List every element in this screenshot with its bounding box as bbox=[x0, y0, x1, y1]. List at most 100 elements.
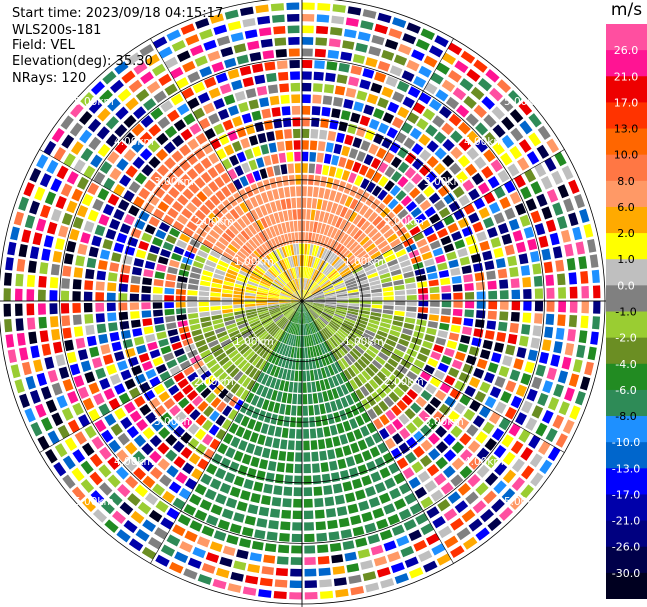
velocity-gate bbox=[333, 577, 347, 587]
velocity-gate bbox=[289, 580, 302, 588]
velocity-gate bbox=[443, 449, 457, 462]
velocity-gate bbox=[479, 349, 491, 360]
velocity-gate bbox=[173, 372, 185, 383]
velocity-gate bbox=[178, 397, 190, 409]
velocity-gate bbox=[164, 83, 178, 96]
velocity-gate bbox=[458, 138, 472, 152]
colorbar-bin bbox=[606, 389, 647, 417]
velocity-gate bbox=[406, 22, 421, 34]
velocity-gate bbox=[294, 151, 301, 162]
velocity-gate bbox=[163, 377, 175, 389]
velocity-gate bbox=[450, 267, 461, 276]
velocity-gate bbox=[367, 408, 378, 420]
velocity-gate bbox=[291, 267, 296, 279]
velocity-gate bbox=[193, 334, 205, 343]
velocity-gate bbox=[509, 369, 521, 382]
velocity-gate bbox=[270, 310, 282, 317]
velocity-gate bbox=[436, 62, 450, 75]
velocity-gate bbox=[449, 162, 462, 175]
velocity-gate bbox=[269, 288, 281, 294]
velocity-gate bbox=[302, 382, 307, 393]
velocity-gate bbox=[89, 453, 103, 468]
velocity-gate bbox=[454, 351, 466, 362]
velocity-gate bbox=[391, 170, 402, 183]
velocity-gate bbox=[493, 212, 505, 224]
velocity-gate bbox=[370, 82, 383, 94]
velocity-gate bbox=[534, 288, 544, 299]
velocity-gate bbox=[356, 342, 368, 351]
velocity-gate bbox=[362, 9, 377, 19]
velocity-gate bbox=[154, 324, 166, 333]
velocity-gate bbox=[290, 298, 302, 301]
velocity-gate bbox=[590, 331, 599, 345]
velocity-gate bbox=[365, 168, 376, 180]
velocity-gate bbox=[246, 313, 258, 319]
velocity-gate bbox=[438, 207, 451, 219]
velocity-gate bbox=[290, 82, 301, 92]
colorbar-tick-label: -26.0 bbox=[612, 541, 640, 554]
velocity-gate bbox=[474, 390, 487, 403]
velocity-gate bbox=[248, 239, 258, 250]
velocity-gate bbox=[118, 283, 128, 292]
velocity-gate bbox=[118, 392, 131, 405]
velocity-gate bbox=[511, 301, 521, 311]
velocity-gate bbox=[141, 310, 152, 318]
velocity-gate bbox=[333, 315, 344, 322]
velocity-gate bbox=[359, 79, 371, 90]
velocity-gate bbox=[282, 307, 293, 315]
velocity-gate bbox=[166, 359, 178, 369]
velocity-gate bbox=[208, 113, 220, 125]
velocity-gate bbox=[183, 113, 196, 126]
azimuth-spoke bbox=[39, 149, 303, 302]
velocity-gate bbox=[281, 368, 288, 380]
colorbar-bin bbox=[606, 180, 647, 208]
velocity-gate bbox=[462, 363, 474, 375]
velocity-gate bbox=[429, 286, 440, 294]
velocity-gate bbox=[262, 276, 273, 284]
velocity-gate bbox=[259, 332, 270, 342]
velocity-gate bbox=[292, 311, 298, 323]
velocity-gate bbox=[292, 293, 302, 301]
velocity-gate bbox=[15, 318, 24, 331]
velocity-gate bbox=[568, 212, 579, 227]
velocity-gate bbox=[314, 332, 321, 344]
velocity-gate bbox=[256, 219, 265, 231]
velocity-gate bbox=[305, 358, 310, 370]
colorbar-bin bbox=[606, 128, 647, 156]
velocity-gate bbox=[325, 251, 333, 262]
velocity-gate bbox=[354, 201, 364, 213]
velocity-gate bbox=[465, 235, 477, 246]
velocity-gate bbox=[227, 326, 239, 334]
velocity-gate bbox=[339, 469, 350, 481]
velocity-gate bbox=[295, 323, 299, 336]
velocity-gate bbox=[293, 311, 299, 323]
velocity-gate bbox=[124, 378, 136, 390]
velocity-gate bbox=[302, 255, 304, 267]
velocity-gate bbox=[241, 526, 254, 537]
velocity-gate bbox=[410, 207, 422, 218]
velocity-gate bbox=[327, 270, 338, 279]
velocity-gate bbox=[331, 108, 341, 119]
velocity-gate bbox=[520, 265, 531, 276]
velocity-gate bbox=[457, 217, 470, 229]
velocity-gate bbox=[194, 255, 206, 264]
velocity-gate bbox=[124, 441, 138, 455]
velocity-gate bbox=[249, 196, 259, 208]
velocity-gate bbox=[247, 315, 259, 322]
velocity-gate bbox=[476, 291, 486, 300]
velocity-gate bbox=[182, 60, 196, 73]
velocity-gate bbox=[270, 251, 279, 262]
velocity-gate bbox=[379, 322, 391, 329]
velocity-gate bbox=[340, 357, 350, 368]
velocity-gate bbox=[225, 228, 236, 239]
velocity-gate bbox=[233, 294, 244, 298]
velocity-gate bbox=[198, 306, 210, 312]
ring-label: 2.00km bbox=[194, 216, 234, 228]
velocity-gate bbox=[239, 247, 250, 257]
velocity-gate bbox=[557, 370, 569, 384]
velocity-gate bbox=[313, 320, 321, 331]
velocity-gate bbox=[278, 71, 289, 81]
velocity-gate bbox=[324, 265, 333, 275]
velocity-gate bbox=[167, 207, 179, 219]
velocity-gate bbox=[367, 227, 379, 238]
